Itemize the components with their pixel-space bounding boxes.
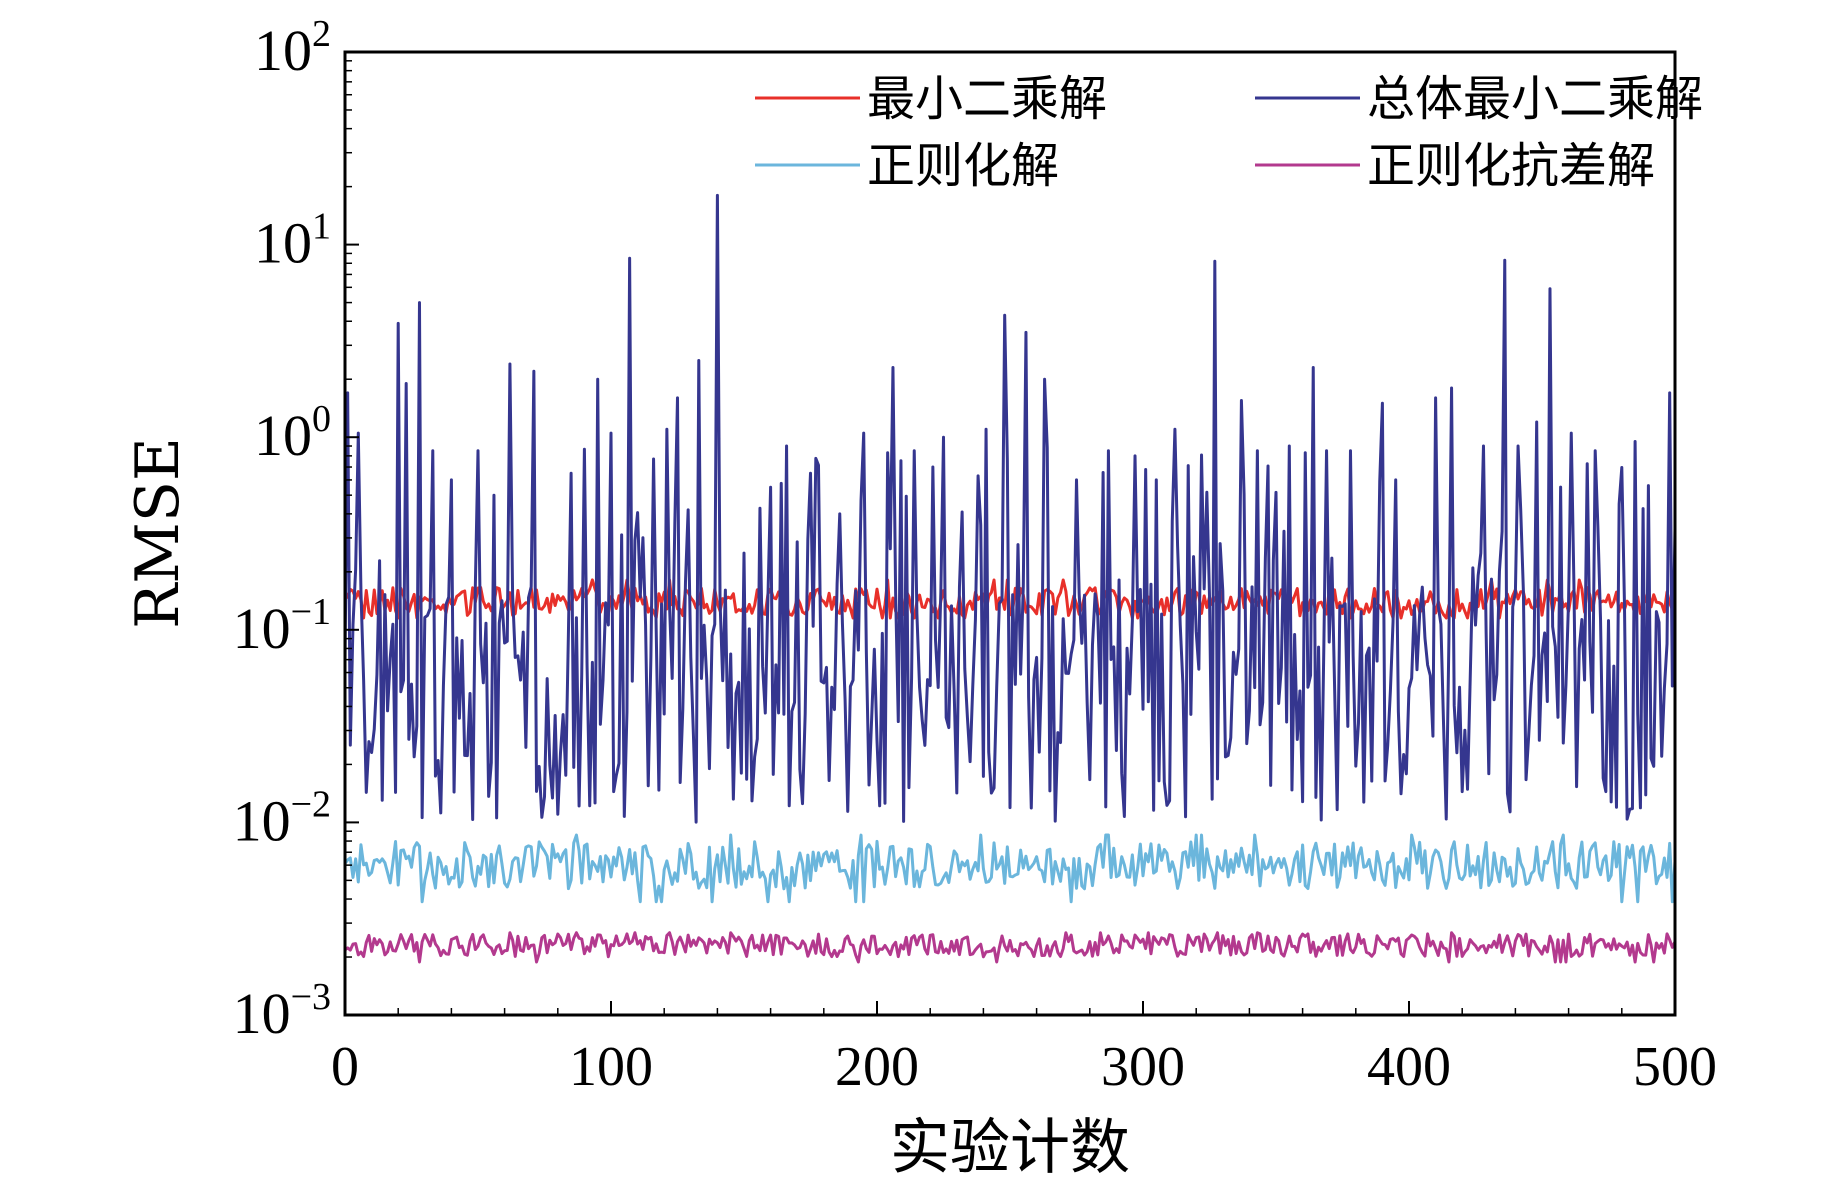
y-tick-label: 10−2: [233, 783, 331, 853]
legend-label-regularized-robust: 正则化抗差解: [1367, 138, 1655, 194]
x-tick-label: 200: [835, 1036, 919, 1098]
x-tick-label: 400: [1367, 1036, 1451, 1098]
series-layer: [343, 193, 1677, 964]
x-axis: 0 100 200 300 400 500: [331, 1001, 1717, 1098]
y-tick-label: 100: [254, 398, 331, 468]
y-tick-label: 10−1: [233, 591, 331, 661]
y-tick-label: 102: [254, 13, 331, 83]
y-tick-label: 101: [254, 206, 331, 276]
plot-frame: [343, 50, 1677, 1017]
legend-label-least-squares: 最小二乘解: [867, 71, 1107, 127]
y-tick-label: 10−3: [233, 976, 331, 1046]
x-tick-label: 300: [1101, 1036, 1185, 1098]
series-line-regularized-robust: [344, 931, 1677, 964]
legend-label-regularized: 正则化解: [867, 138, 1059, 194]
x-tick-label: 500: [1633, 1036, 1717, 1098]
x-tick-label: 0: [331, 1036, 359, 1098]
series-line-regularized: [343, 833, 1677, 904]
series-line-total-least-squares: [343, 193, 1677, 824]
x-axis-title: 实验计数: [890, 1113, 1130, 1181]
legend-label-total-least-squares: 总体最小二乘解: [1367, 71, 1703, 127]
y-axis: 102 101 100 10−1 10−2 10−3: [233, 13, 359, 1046]
x-tick-label: 100: [569, 1036, 653, 1098]
y-axis-title: RMSE: [123, 437, 193, 629]
